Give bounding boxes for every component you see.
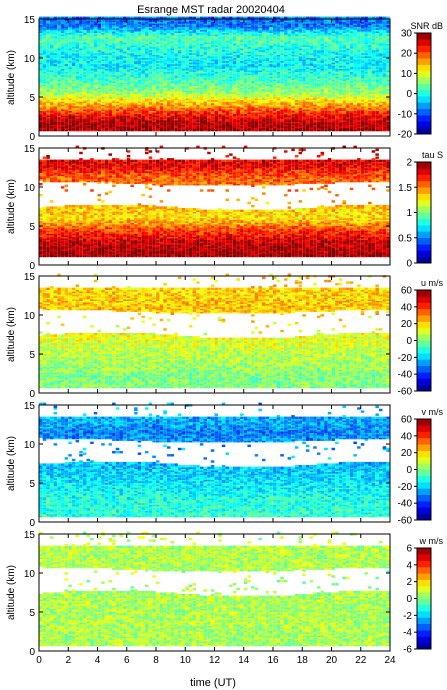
figure-title: Esrange MST radar 20020404 <box>137 4 285 16</box>
heatmap-cells-SNR <box>39 17 390 132</box>
